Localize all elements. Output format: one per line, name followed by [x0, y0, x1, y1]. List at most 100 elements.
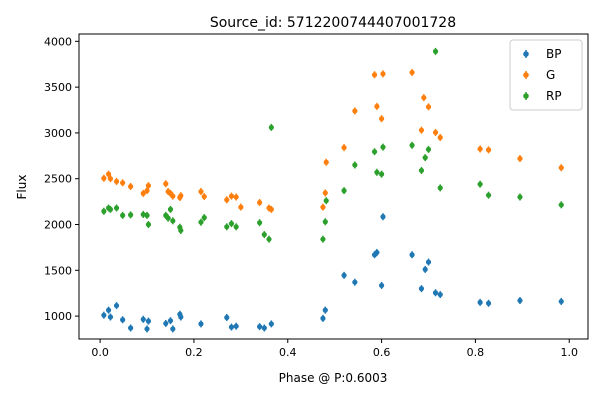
- data-point: [167, 206, 174, 212]
- data-point: [224, 224, 230, 230]
- data-point: [268, 206, 274, 212]
- data-point: [425, 146, 432, 153]
- data-point: [380, 214, 386, 220]
- data-point: [170, 193, 176, 199]
- data-point: [128, 325, 134, 331]
- data-point: [198, 219, 204, 225]
- data-point: [120, 212, 126, 218]
- data-point: [477, 299, 483, 305]
- data-point: [113, 302, 120, 309]
- data-point: [113, 178, 120, 185]
- plot-area: [78, 33, 589, 340]
- data-point: [257, 199, 263, 206]
- data-point: [145, 318, 152, 324]
- data-point: [432, 290, 439, 296]
- x-tick-label: 0.2: [185, 346, 203, 359]
- data-point: [320, 236, 326, 242]
- data-point: [140, 190, 146, 196]
- y-tick-label: 3000: [44, 127, 72, 140]
- data-point: [140, 316, 146, 322]
- data-point: [558, 165, 564, 171]
- data-point: [145, 221, 152, 228]
- data-point: [144, 188, 150, 194]
- data-point: [198, 321, 204, 327]
- chart-title: Source_id: 5712200744407001728: [210, 15, 456, 31]
- y-tick-label: 2500: [44, 173, 72, 186]
- data-point: [105, 307, 112, 313]
- data-point: [374, 103, 380, 109]
- data-point: [437, 291, 443, 298]
- data-point: [322, 219, 328, 225]
- data-point: [409, 142, 415, 148]
- data-point: [371, 149, 378, 155]
- data-point: [374, 169, 380, 175]
- data-point: [201, 215, 207, 221]
- series-rp: [101, 47, 564, 243]
- data-point: [228, 193, 235, 199]
- data-point: [558, 202, 564, 208]
- data-point: [323, 159, 329, 165]
- y-tick-label: 1500: [44, 264, 72, 277]
- x-axis-label: Phase @ P:0.6003: [279, 371, 388, 385]
- x-tick-label: 0.0: [91, 346, 109, 359]
- data-point: [422, 266, 428, 272]
- data-point: [101, 208, 107, 214]
- x-tick-label: 1.0: [560, 346, 578, 359]
- data-point: [233, 323, 239, 329]
- data-point: [341, 144, 347, 151]
- y-tick-label: 2000: [44, 219, 72, 232]
- data-point: [144, 326, 150, 332]
- y-tick-label: 3500: [44, 81, 72, 94]
- data-point: [233, 194, 239, 200]
- data-point: [341, 272, 347, 278]
- y-tick-label: 1000: [44, 310, 72, 323]
- data-point: [198, 188, 204, 195]
- data-point: [163, 320, 169, 327]
- data-point: [341, 188, 347, 194]
- data-point: [418, 286, 425, 292]
- data-point: [418, 167, 425, 174]
- legend-marker: [523, 72, 529, 78]
- data-point: [107, 314, 114, 320]
- data-point: [432, 48, 439, 55]
- data-point: [352, 162, 358, 168]
- data-point: [178, 314, 184, 320]
- data-point: [170, 326, 176, 332]
- data-point: [352, 279, 358, 285]
- data-point: [167, 318, 174, 324]
- data-point: [380, 71, 386, 77]
- data-point: [266, 236, 272, 242]
- data-point: [224, 314, 230, 321]
- x-tick-label: 0.8: [467, 346, 485, 359]
- data-point: [145, 182, 152, 189]
- data-point: [144, 212, 150, 218]
- data-point: [378, 171, 385, 177]
- data-point: [558, 298, 564, 305]
- data-point: [101, 312, 107, 318]
- data-point: [224, 197, 230, 203]
- data-point: [409, 69, 415, 76]
- data-point: [477, 146, 483, 152]
- data-point: [371, 72, 378, 78]
- data-point: [380, 144, 386, 150]
- data-point: [322, 307, 328, 313]
- data-point: [322, 190, 328, 196]
- data-point: [228, 324, 235, 330]
- data-point: [120, 180, 126, 186]
- data-point: [201, 193, 207, 200]
- legend-marker: [523, 93, 529, 99]
- data-point: [425, 259, 432, 265]
- data-point: [107, 176, 114, 182]
- y-tick-label: 4000: [44, 35, 72, 48]
- legend-label: G: [546, 68, 555, 82]
- data-point: [163, 181, 169, 187]
- data-point: [128, 212, 134, 218]
- data-point: [418, 127, 425, 133]
- data-point: [477, 181, 483, 187]
- data-point: [320, 315, 326, 321]
- data-point: [261, 231, 267, 238]
- data-point: [378, 116, 385, 122]
- data-point: [107, 206, 114, 212]
- data-point: [485, 300, 492, 306]
